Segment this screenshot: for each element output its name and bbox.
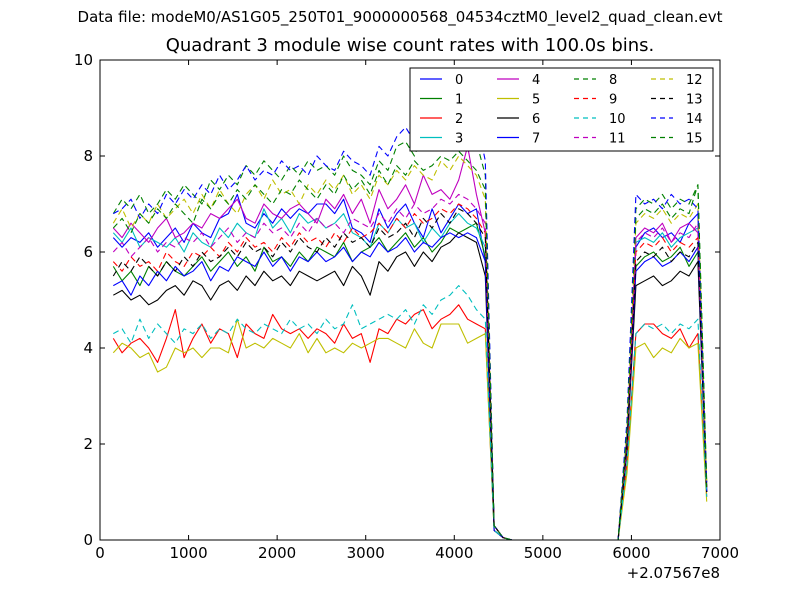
legend-label-12: 12 (686, 73, 703, 88)
x-tick-label: 4000 (435, 544, 473, 562)
legend-label-4: 4 (532, 73, 540, 88)
series-line-11 (112, 193, 708, 540)
series-line-7 (113, 232, 708, 540)
y-tick-label: 4 (83, 339, 93, 357)
legend-label-10: 10 (609, 112, 626, 127)
plot-frame (99, 59, 721, 541)
series-line-13 (112, 208, 708, 540)
legend-label-1: 1 (455, 93, 463, 108)
legend-label-15: 15 (686, 132, 703, 147)
x-tick-label: 0 (95, 544, 105, 562)
series-line-6 (113, 232, 708, 540)
x-tick-label: 7000 (701, 544, 739, 562)
x-offset-label: +2.07567e8 (627, 564, 720, 582)
y-tick-label: 10 (74, 51, 93, 69)
chart-title: Quadrant 3 module wise count rates with … (165, 35, 655, 56)
legend-label-3: 3 (455, 132, 463, 147)
series-line-14 (113, 97, 708, 540)
legend-label-13: 13 (686, 93, 703, 108)
series-line-9 (112, 203, 708, 540)
series-line-4 (112, 145, 708, 540)
series-line-10 (113, 285, 708, 540)
y-tick-label: 8 (83, 147, 93, 165)
legend-label-2: 2 (455, 112, 463, 127)
series-line-8 (112, 117, 708, 540)
legend-label-14: 14 (686, 112, 703, 127)
series-line-2 (112, 304, 708, 540)
legend-label-7: 7 (532, 132, 540, 147)
x-tick-label: 2000 (258, 544, 296, 562)
figure-suptitle: Data file: modeM0/AS1G05_250T01_90000005… (77, 8, 723, 26)
series-line-1 (112, 222, 708, 540)
x-tick-label: 3000 (347, 544, 385, 562)
series-line-0 (112, 193, 708, 540)
x-tick-label: 1000 (169, 544, 207, 562)
series-line-15 (112, 150, 708, 540)
x-tick-label: 5000 (524, 544, 562, 562)
legend-label-5: 5 (532, 93, 540, 108)
legend-label-9: 9 (609, 93, 617, 108)
y-tick-label: 2 (83, 435, 93, 453)
series-line-12 (112, 155, 708, 540)
legend-label-11: 11 (609, 132, 626, 147)
y-tick-label: 6 (83, 243, 93, 261)
series-layer (112, 97, 708, 540)
legend-label-8: 8 (609, 73, 617, 88)
series-line-3 (112, 208, 708, 540)
legend-label-0: 0 (455, 73, 463, 88)
series-line-5 (112, 318, 708, 540)
x-tick-label: 6000 (612, 544, 650, 562)
y-tick-label: 0 (83, 531, 93, 549)
legend-label-6: 6 (532, 112, 540, 127)
